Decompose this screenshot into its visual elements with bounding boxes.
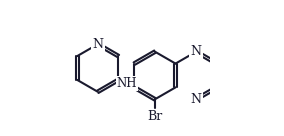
Text: N: N xyxy=(191,93,202,106)
Text: Br: Br xyxy=(147,110,162,123)
Text: NH: NH xyxy=(117,77,137,90)
Text: N: N xyxy=(191,45,202,58)
Text: N: N xyxy=(92,38,103,51)
